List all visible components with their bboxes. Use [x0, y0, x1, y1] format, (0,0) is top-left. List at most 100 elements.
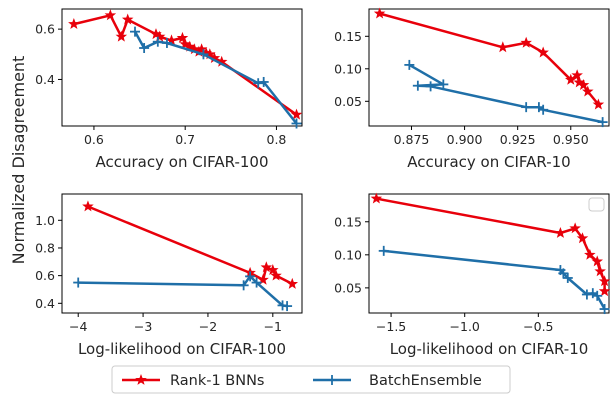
subplot-4: −1.5 −1.0 −0.5 0.05 0.10 0.15 Log-likelihood o…: [334, 192, 610, 358]
y-tick-label: 0.8: [35, 240, 55, 255]
y-tick-label: 0.05: [334, 94, 362, 109]
data-point: [378, 245, 389, 256]
data-point: [370, 192, 383, 204]
axes-frame: [61, 193, 303, 314]
data-point: [286, 277, 299, 289]
data-point: [290, 108, 303, 120]
axes-frame: [368, 8, 610, 127]
data-point: [253, 78, 264, 89]
data-point: [258, 76, 269, 87]
data-point: [412, 80, 423, 91]
data-point: [497, 41, 509, 53]
legend-plus-marker: [327, 375, 337, 385]
subplot-1: 0.6 0.7 0.8 0.4 0.6 Accuracy on CIFAR-100: [35, 8, 303, 171]
legend-marker: [135, 373, 147, 385]
data-point: [404, 59, 415, 70]
x-axis-label: Accuracy on CIFAR-100: [96, 153, 269, 171]
x-tick-label: −1: [264, 319, 282, 334]
data-point: [104, 9, 117, 21]
data-point: [82, 200, 94, 212]
series-batchensemble: [73, 271, 293, 312]
series-rank1-bnns: [82, 200, 299, 289]
x-axis-label: Accuracy on CIFAR-10: [407, 153, 570, 171]
data-point: [270, 269, 282, 281]
x-tick-label: 0.950: [553, 132, 589, 147]
y-tick-label: 1.0: [35, 213, 55, 228]
data-point: [179, 38, 191, 50]
series-batchensemble: [378, 245, 610, 315]
y-tick-label: 0.4: [35, 72, 55, 87]
data-point: [161, 37, 172, 48]
data-point: [592, 290, 603, 301]
data-point: [115, 30, 128, 42]
data-point: [554, 226, 567, 238]
series-line: [379, 12, 600, 106]
y-tick-label: 0.05: [334, 280, 362, 295]
data-point: [139, 43, 150, 53]
data-point: [569, 222, 581, 234]
x-tick-label: 0.900: [447, 132, 483, 147]
y-tick-label: 0.4: [35, 296, 55, 311]
x-tick-label: −2: [199, 319, 217, 334]
x-tick-label: −1.0: [450, 319, 480, 334]
data-point: [152, 36, 163, 47]
data-point: [598, 285, 610, 297]
y-tick-label: 0.6: [35, 268, 55, 283]
subplot-3: −4 −3 −2 −1 0.4 0.6 0.8 1.0 Log-likelihood on CI…: [35, 193, 303, 358]
subplot-2: 0.875 0.900 0.925 0.950 0.05 0.10 0.15 Accuracy…: [334, 7, 610, 171]
data-point: [577, 78, 590, 90]
data-point: [291, 118, 302, 129]
data-point: [251, 277, 262, 288]
data-point: [282, 301, 293, 312]
data-point: [594, 265, 606, 277]
data-point: [558, 268, 569, 279]
axes-frame: [61, 8, 303, 127]
y-tick-label: 0.15: [334, 29, 362, 44]
x-tick-label: 0.875: [394, 132, 430, 147]
data-point: [153, 30, 166, 42]
data-point: [73, 277, 84, 288]
data-point: [581, 289, 592, 300]
data-point: [592, 98, 605, 110]
x-tick-label: −1.5: [376, 319, 406, 334]
legend: Rank-1 BNNs BatchEnsemble: [111, 365, 511, 394]
series-rank1-bnns: [373, 7, 605, 110]
data-point: [571, 69, 583, 81]
data-point: [176, 31, 189, 43]
data-point: [130, 26, 141, 37]
data-point: [599, 304, 610, 315]
data-point: [267, 264, 279, 276]
data-point: [576, 232, 589, 244]
data-point: [538, 104, 549, 115]
data-point: [257, 273, 269, 285]
legend-marker: [327, 375, 337, 385]
series-batchensemble: [404, 59, 608, 128]
data-point: [591, 255, 603, 267]
y-tick-label: 0.6: [35, 22, 55, 37]
x-tick-label: 0.6: [84, 132, 104, 147]
series-rank1-bnns: [68, 9, 303, 120]
legend-box: [111, 365, 511, 394]
data-point: [260, 261, 273, 273]
legend-label-batchensemble: BatchEnsemble: [369, 373, 482, 389]
data-point: [198, 49, 209, 60]
x-tick-label: 0.8: [267, 132, 287, 147]
series-line: [87, 205, 293, 286]
data-point: [562, 272, 573, 283]
data-point: [520, 36, 532, 48]
data-point: [597, 117, 608, 128]
data-point: [373, 7, 386, 19]
y-tick-label: 0.10: [334, 247, 362, 262]
y-tick-label: 0.15: [334, 214, 362, 229]
x-axis-label: Log-likelihood on CIFAR-10: [390, 340, 589, 358]
data-point: [68, 18, 80, 29]
series-line: [133, 30, 298, 125]
series-line: [73, 14, 298, 116]
axes-frame: [368, 193, 610, 314]
figure-ylabel: Normalized Disagreement: [9, 56, 28, 265]
x-tick-label: −0.5: [523, 319, 553, 334]
x-tick-label: −3: [134, 319, 152, 334]
y-tick-label: 0.10: [334, 61, 362, 76]
data-point: [121, 13, 134, 25]
